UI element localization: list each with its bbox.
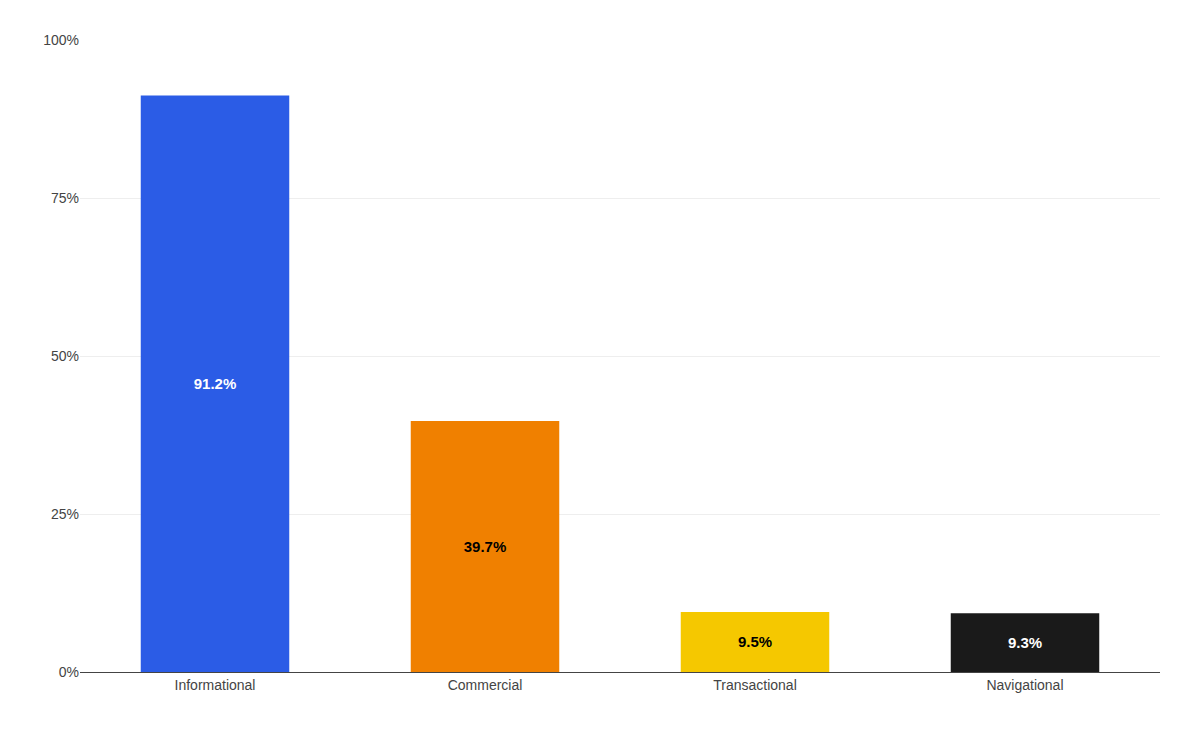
svg-text:0%: 0% — [59, 664, 79, 680]
svg-text:9.5%: 9.5% — [738, 633, 772, 650]
svg-text:Commercial: Commercial — [448, 677, 523, 693]
svg-text:91.2%: 91.2% — [194, 375, 237, 392]
svg-text:75%: 75% — [51, 190, 79, 206]
svg-text:100%: 100% — [43, 32, 79, 48]
svg-text:Navigational: Navigational — [986, 677, 1063, 693]
svg-text:9.3%: 9.3% — [1008, 634, 1042, 651]
svg-text:50%: 50% — [51, 348, 79, 364]
svg-text:25%: 25% — [51, 506, 79, 522]
svg-text:Informational: Informational — [175, 677, 256, 693]
svg-text:Transactional: Transactional — [713, 677, 797, 693]
svg-text:39.7%: 39.7% — [464, 538, 507, 555]
